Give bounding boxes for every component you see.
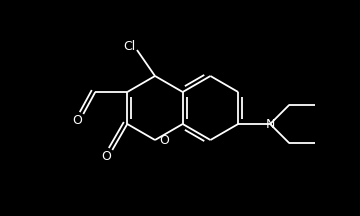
Text: N: N bbox=[265, 118, 275, 130]
Text: O: O bbox=[102, 149, 111, 162]
Text: O: O bbox=[72, 113, 82, 127]
Text: Cl: Cl bbox=[123, 41, 135, 54]
Text: O: O bbox=[159, 133, 169, 146]
